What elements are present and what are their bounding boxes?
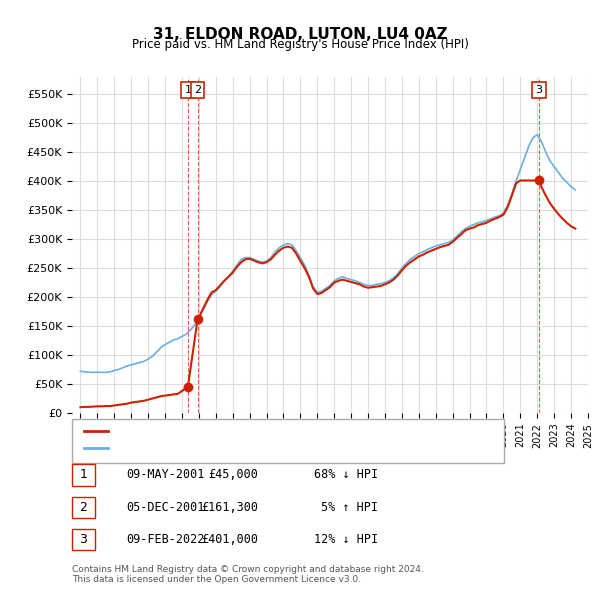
Text: Price paid vs. HM Land Registry's House Price Index (HPI): Price paid vs. HM Land Registry's House … (131, 38, 469, 51)
Text: 2: 2 (194, 85, 201, 95)
Text: 1: 1 (79, 468, 88, 481)
Text: 05-DEC-2001: 05-DEC-2001 (126, 501, 205, 514)
Text: 12% ↓ HPI: 12% ↓ HPI (314, 533, 378, 546)
Text: 68% ↓ HPI: 68% ↓ HPI (314, 468, 378, 481)
Text: 31, ELDON ROAD, LUTON, LU4 0AZ (detached house): 31, ELDON ROAD, LUTON, LU4 0AZ (detached… (114, 426, 390, 435)
Text: 09-FEB-2022: 09-FEB-2022 (126, 533, 205, 546)
Text: 3: 3 (79, 533, 88, 546)
Text: £45,000: £45,000 (208, 468, 258, 481)
Text: 5% ↑ HPI: 5% ↑ HPI (321, 501, 378, 514)
Text: 31, ELDON ROAD, LUTON, LU4 0AZ: 31, ELDON ROAD, LUTON, LU4 0AZ (152, 27, 448, 41)
Text: 1: 1 (184, 85, 191, 95)
Text: 2: 2 (79, 501, 88, 514)
Text: £401,000: £401,000 (201, 533, 258, 546)
Text: Contains HM Land Registry data © Crown copyright and database right 2024.
This d: Contains HM Land Registry data © Crown c… (72, 565, 424, 584)
Text: 3: 3 (535, 85, 542, 95)
Text: 09-MAY-2001: 09-MAY-2001 (126, 468, 205, 481)
Text: £161,300: £161,300 (201, 501, 258, 514)
Text: HPI: Average price, detached house, Luton: HPI: Average price, detached house, Luto… (114, 444, 336, 453)
